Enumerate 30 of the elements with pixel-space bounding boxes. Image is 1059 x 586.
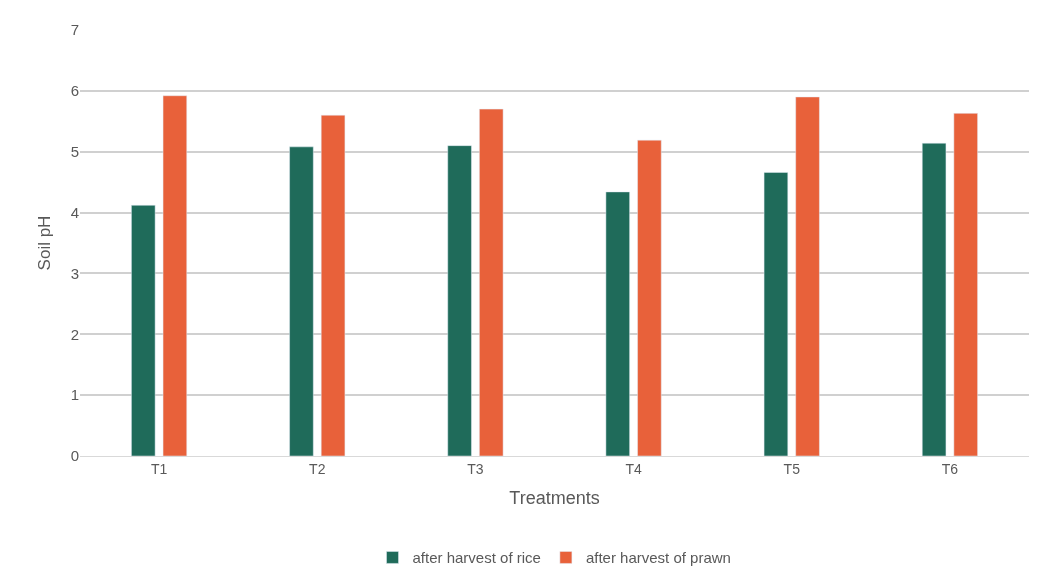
x-tick-label: T5 <box>783 460 801 477</box>
x-tick-label: T4 <box>625 460 642 477</box>
legend-label: after harvest of prawn <box>585 549 731 567</box>
bar <box>162 95 188 456</box>
y-tick-label: 6 <box>70 82 79 100</box>
bar <box>637 139 662 456</box>
x-tick-label: T6 <box>941 460 959 477</box>
bar <box>320 114 346 456</box>
bar <box>479 108 504 456</box>
y-tick-label: 3 <box>70 264 79 282</box>
y-tick-label: 1 <box>70 386 79 404</box>
x-tick-label: T1 <box>150 460 168 477</box>
bar <box>289 146 314 456</box>
x-tick-label: T3 <box>467 460 484 477</box>
x-tick-label: T2 <box>309 460 326 477</box>
bar <box>447 145 472 456</box>
y-tick-label: 5 <box>70 142 79 160</box>
bar <box>131 205 156 456</box>
bar <box>763 172 789 456</box>
bar <box>605 191 630 456</box>
x-axis-title: Treatments <box>509 487 600 508</box>
bar <box>921 142 947 456</box>
y-tick-label: 2 <box>70 325 79 343</box>
y-tick-label: 7 <box>70 21 79 39</box>
y-tick-label: 0 <box>70 447 79 465</box>
bar <box>953 113 978 456</box>
bar <box>795 96 820 456</box>
legend-label: after harvest of rice <box>412 549 541 567</box>
y-tick-label: 4 <box>70 203 79 221</box>
y-axis-title: Soil pH <box>35 215 55 271</box>
